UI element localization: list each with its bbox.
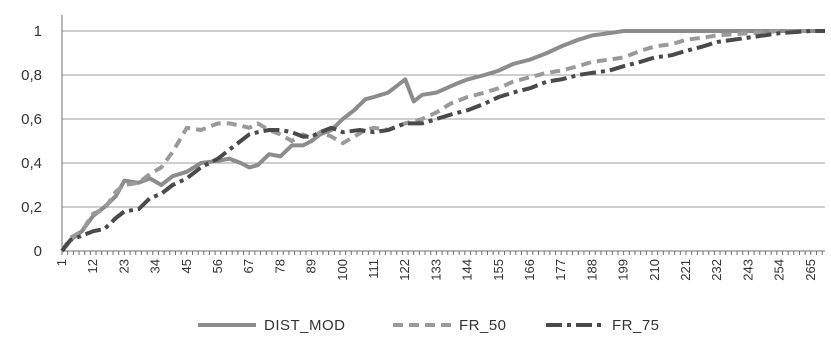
x-tick-label: 155 (491, 259, 506, 281)
x-tick-label: 166 (522, 259, 537, 281)
x-tick-label: 188 (584, 259, 599, 281)
legend-label-fr-50: FR_50 (459, 317, 507, 334)
x-tick-labels: 1 12 23 34 45 56 67 78 89 100 111 122 133 144 155 166 17… (54, 259, 818, 281)
x-tick-label: 265 (803, 259, 818, 281)
y-tick-label: 0,4 (21, 155, 42, 172)
y-tick-labels: 0 0,2 0,4 0,6 0,8 1 (21, 23, 42, 260)
x-tick-label: 221 (678, 259, 693, 281)
legend-label-dist-mod: DIST_MOD (264, 317, 346, 334)
gridlines (62, 30, 825, 208)
y-tick-label: 1 (34, 23, 42, 40)
x-tick-label: 133 (428, 259, 443, 281)
x-tick-label: 34 (148, 259, 163, 273)
legend-label-fr-75: FR_75 (612, 317, 660, 334)
x-tick-label: 243 (740, 259, 755, 281)
x-tick-label: 78 (272, 259, 287, 273)
legend: DIST_MOD FR_50 FR_75 (198, 317, 660, 334)
x-tick-label: 232 (709, 259, 724, 281)
x-tick-label: 122 (397, 259, 412, 281)
axes (61, 15, 825, 255)
x-tick-label: 12 (85, 259, 100, 273)
y-tick-label: 0,2 (21, 199, 42, 216)
y-tick-label: 0 (34, 243, 42, 260)
series-line-dist-mod (60, 29, 825, 253)
series-lines (60, 29, 825, 253)
x-tick-label: 144 (460, 259, 475, 281)
x-tick-label: 100 (335, 259, 350, 281)
y-tick-label: 0,6 (21, 111, 42, 128)
x-tick-label: 89 (304, 259, 319, 273)
x-tick-label: 254 (772, 259, 787, 281)
x-tick-label: 67 (241, 259, 256, 273)
y-tick-label: 0,8 (21, 67, 42, 84)
x-tick-label: 23 (116, 259, 131, 273)
x-tick-label: 177 (553, 259, 568, 281)
x-tick-label: 199 (616, 259, 631, 281)
x-tick-label: 111 (366, 259, 381, 279)
x-tick-label: 45 (179, 259, 194, 273)
series-line-fr-50 (60, 29, 825, 253)
x-tick-label: 210 (647, 259, 662, 281)
x-tick-label: 56 (210, 259, 225, 273)
x-tick-label: 1 (54, 259, 69, 266)
series-line-fr-75 (60, 29, 825, 253)
